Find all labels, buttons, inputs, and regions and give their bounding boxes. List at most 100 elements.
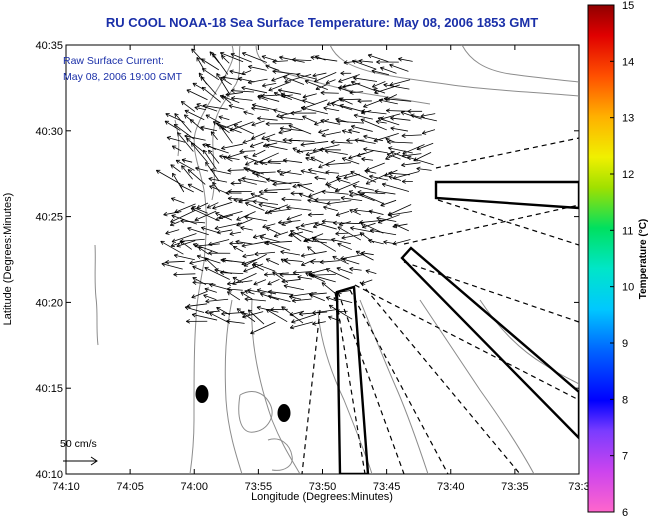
current-vector-head [240, 311, 244, 316]
current-vector-head [253, 281, 257, 285]
current-vector [204, 257, 219, 271]
current-vector [191, 142, 208, 163]
current-vector-head [387, 211, 391, 216]
current-vector-head [382, 182, 387, 185]
current-vector [325, 268, 350, 280]
current-vector-head [385, 155, 389, 160]
current-vector-head [283, 75, 288, 77]
current-vector-head [208, 149, 213, 153]
current-vector-head [180, 240, 185, 243]
current-vector-head [300, 107, 305, 111]
current-vector-head [272, 61, 277, 64]
current-vector [221, 143, 244, 149]
current-vector [301, 99, 328, 110]
current-vector-head [380, 202, 384, 206]
current-vector [302, 115, 317, 123]
current-vector-head [377, 117, 382, 122]
current-vector-head [250, 146, 255, 148]
current-vector-head [283, 284, 288, 287]
current-vector-head [208, 150, 210, 155]
current-vector-head [320, 120, 325, 124]
current-vector [365, 270, 377, 274]
current-vector-head [184, 306, 189, 311]
current-vector-head [201, 227, 205, 231]
current-vector [252, 171, 276, 174]
current-vector-head [342, 258, 346, 263]
current-vector-head [235, 239, 240, 242]
current-vector [251, 264, 265, 271]
current-vector [323, 206, 338, 212]
current-vector [216, 73, 230, 95]
current-vector-head [222, 95, 227, 98]
y-tick-label: 40:20 [35, 297, 63, 309]
current-vector-head [208, 241, 212, 246]
current-vector [233, 199, 253, 202]
current-vector-head [203, 294, 208, 296]
current-vector [358, 60, 374, 63]
current-vector-head [191, 48, 196, 51]
current-vector-head [340, 256, 344, 260]
current-vector [240, 227, 253, 231]
current-vector-head [308, 196, 313, 198]
current-vector [266, 138, 292, 144]
current-vector-head [174, 209, 178, 213]
current-vector-head [387, 139, 392, 143]
current-vector [271, 73, 290, 82]
current-vector [240, 291, 253, 300]
current-vector [171, 197, 185, 204]
current-vector-head [343, 62, 348, 65]
current-vector-head [219, 154, 224, 157]
current-vector [186, 138, 204, 152]
current-vector [309, 294, 325, 302]
current-vector [252, 201, 279, 205]
current-vector-head [272, 70, 277, 74]
current-vector [318, 129, 329, 133]
current-vector-head [187, 227, 191, 232]
current-vector [184, 306, 205, 313]
current-vector [244, 290, 255, 295]
current-vector-head [321, 282, 327, 284]
current-vector-head [231, 96, 236, 99]
current-vector [195, 167, 209, 172]
current-vector-head [401, 162, 405, 166]
current-vector [279, 170, 292, 176]
current-vector-head [281, 224, 286, 226]
current-vector-head [228, 104, 233, 106]
current-vector-head [244, 296, 249, 300]
current-vector [290, 292, 317, 297]
current-vector-head [212, 208, 217, 210]
current-vector-head [281, 281, 286, 284]
current-vector-head [307, 198, 312, 201]
current-vector-head [280, 249, 285, 252]
current-vector-head [314, 222, 318, 226]
current-vector-head [360, 222, 364, 227]
current-vector-head [314, 199, 319, 203]
current-vector-head [407, 109, 412, 112]
current-vector [349, 91, 364, 94]
current-vector-head [312, 147, 317, 152]
current-vector-head [186, 319, 190, 322]
current-vector-head [272, 271, 275, 276]
current-vector-head [195, 167, 199, 171]
current-vector-head [242, 314, 246, 318]
current-vector-head [383, 82, 388, 85]
current-vector [390, 127, 409, 132]
current-vector-head [257, 95, 262, 99]
current-vector [276, 170, 302, 176]
current-vector [355, 250, 374, 261]
current-vector-head [202, 105, 207, 109]
current-vector-head [238, 77, 242, 82]
current-vector-head [196, 204, 200, 209]
current-vector-head [342, 129, 347, 132]
current-vector-head [187, 184, 191, 188]
current-vector-head [338, 81, 343, 83]
current-vector [353, 114, 373, 120]
current-vector-head [250, 192, 255, 194]
current-vector-head [349, 268, 353, 272]
current-vector-head [288, 125, 292, 129]
current-vector-head [200, 125, 205, 128]
current-vector-head [237, 308, 242, 310]
current-vector [354, 139, 376, 144]
current-vector [348, 190, 375, 202]
y-axis-ticks: 40:35 40:30 40:25 40:20 40:15 40:10 [35, 40, 579, 481]
